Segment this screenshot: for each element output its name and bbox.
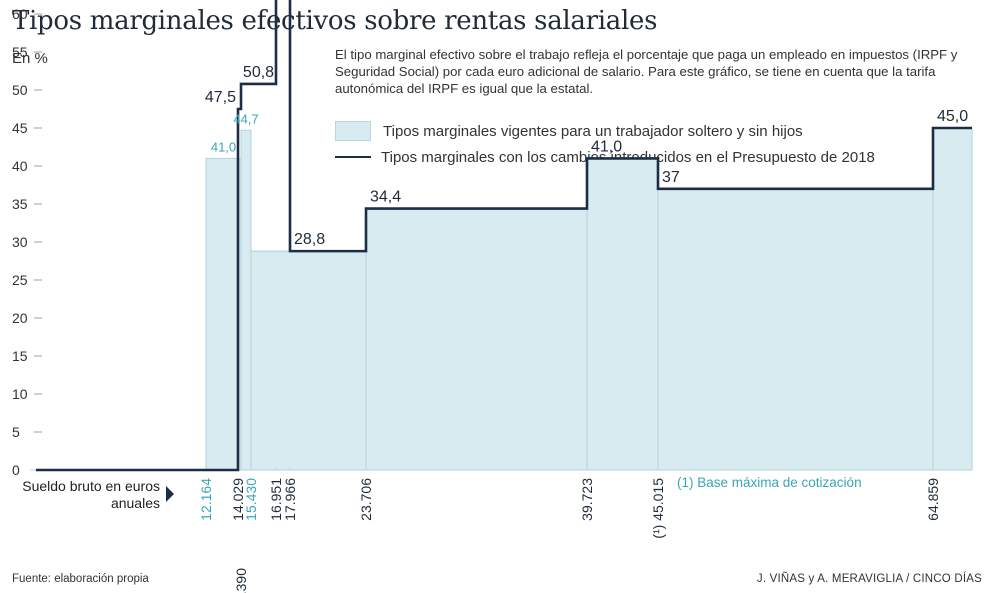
data-label: 41,0: [211, 139, 236, 154]
data-label: 47,5: [205, 89, 236, 106]
x-tick-group: 17.966: [282, 478, 298, 521]
credit-note: J. VIÑAS y A. MERAVIGLIA / CINCO DÍAS: [756, 573, 982, 585]
area-step: [365, 208, 588, 471]
legend: Tipos marginales vigentes para un trabaj…: [335, 118, 875, 170]
legend-item-line: Tipos marginales con los cambios introdu…: [335, 144, 875, 170]
source-note: Fuente: elaboración propia: [12, 573, 149, 585]
x-tick-group: (¹) 45.015: [650, 478, 666, 539]
chart-title: Tipos marginales efectivos sobre rentas …: [12, 6, 658, 36]
x-tick-group: 16.951: [268, 478, 284, 521]
x-tick-label: 15.430: [243, 478, 259, 521]
x-tick-group: 12.164: [198, 478, 214, 521]
x-tick-label: 64.859: [925, 478, 941, 521]
y-tick-label: 20: [12, 310, 28, 326]
y-tick-label: 35: [12, 196, 28, 212]
y-tick-label: 60: [12, 6, 28, 22]
legend-line-label: Tipos marginales con los cambios introdu…: [381, 148, 875, 166]
y-tick-label: 30: [12, 234, 28, 250]
y-tick-label: 50: [12, 82, 28, 98]
y-tick-label: 55: [12, 44, 28, 60]
x-tick-label: 14.390: [233, 568, 249, 593]
data-label: 34,4: [370, 189, 401, 206]
chart-description: El tipo marginal efectivo sobre el traba…: [335, 47, 958, 96]
data-label: 50,8: [243, 64, 274, 81]
x-tick-label: 16.951: [268, 478, 284, 521]
data-label: 44,7: [233, 111, 258, 126]
y-tick-label: 45: [12, 120, 28, 136]
legend-item-area: Tipos marginales vigentes para un trabaj…: [335, 118, 875, 144]
x-axis-arrow-icon: [166, 486, 174, 502]
x-tick-label: 17.966: [282, 478, 298, 521]
x-tick-group: 14.029: [230, 478, 246, 521]
legend-area-label: Tipos marginales vigentes para un trabaj…: [383, 122, 803, 140]
area-step: [240, 129, 252, 471]
data-label: 28,8: [294, 231, 325, 248]
y-tick-label: 0: [12, 462, 20, 478]
area-step: [250, 250, 367, 471]
x-axis-footnote: (1) Base máxima de cotización: [677, 475, 862, 490]
data-label: 41,0: [591, 138, 622, 155]
x-tick-label: 14.029: [230, 478, 246, 521]
legend-area-swatch: [335, 121, 371, 141]
data-label: 37: [662, 169, 680, 186]
x-tick-label: (¹) 45.015: [650, 478, 666, 539]
x-tick-group: 39.723: [579, 478, 595, 521]
series-line-2018: [36, 0, 972, 472]
y-tick-label: 15: [12, 348, 28, 364]
area-step: [932, 127, 973, 471]
data-label: 45,0: [937, 108, 968, 125]
y-tick-label: 5: [12, 424, 20, 440]
area-step: [205, 157, 242, 471]
legend-line-swatch: [335, 156, 371, 158]
x-tick-label: 12.164: [198, 478, 214, 521]
y-unit-label: En %: [12, 50, 48, 67]
y-tick-label: 40: [12, 158, 28, 174]
x-tick-group: 64.859: [925, 478, 941, 521]
x-tick-group: 23.706: [358, 478, 374, 521]
x-tick-label: 39.723: [579, 478, 595, 521]
area-step: [657, 188, 934, 471]
y-tick-label: 25: [12, 272, 28, 288]
x-axis-label: Sueldo bruto en euros anuales: [22, 478, 160, 511]
area-step: [586, 157, 659, 471]
x-tick-group: 14.390: [233, 568, 249, 593]
x-tick-label: 23.706: [358, 478, 374, 521]
x-tick-group: 15.430: [243, 478, 259, 521]
y-tick-label: 10: [12, 386, 28, 402]
